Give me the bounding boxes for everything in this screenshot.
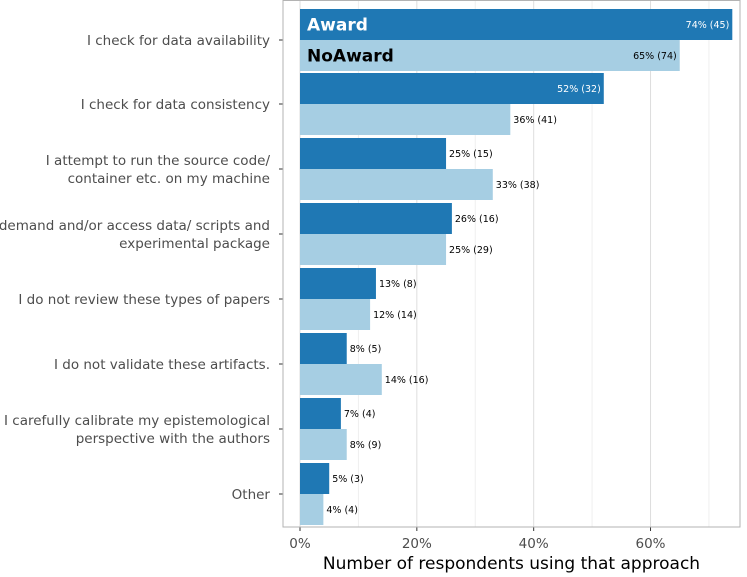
x-tick-label: 0%: [289, 536, 311, 552]
x-tick-label: 40%: [519, 536, 549, 552]
bar-award-4: [300, 268, 376, 299]
x-tick-label: 20%: [402, 536, 432, 552]
data-label-award-7: 5% (3): [332, 474, 364, 485]
category-label-1: I check for data consistency: [81, 97, 270, 113]
category-label-5: I do not validate these artifacts.: [54, 357, 270, 373]
category-label-2: I attempt to run the source code/contain…: [46, 153, 271, 187]
bar-noaward-2: [300, 169, 493, 200]
data-label-noaward-2: 33% (38): [496, 180, 540, 191]
bar-award-6: [300, 398, 341, 429]
bar-noaward-1: [300, 104, 511, 135]
category-label-7: Other: [232, 487, 271, 503]
bar-noaward-7: [300, 494, 324, 525]
data-label-award-2: 25% (15): [449, 149, 493, 160]
bar-noaward-5: [300, 364, 382, 395]
bar-award-5: [300, 333, 347, 364]
bar-noaward-4: [300, 299, 371, 330]
data-label-noaward-5: 14% (16): [385, 375, 429, 386]
data-label-noaward-1: 36% (41): [513, 115, 557, 126]
legend-noaward: NoAward: [307, 47, 394, 67]
x-axis-title: Number of respondents using that approac…: [323, 554, 700, 574]
data-label-noaward-7: 4% (4): [326, 505, 358, 516]
bar-award-3: [300, 203, 452, 234]
bar-noaward-0: [300, 40, 680, 71]
data-label-noaward-3: 25% (29): [449, 245, 493, 256]
bar-noaward-6: [300, 429, 347, 460]
data-label-award-4: 13% (8): [379, 279, 417, 290]
legend-award: Award: [307, 16, 368, 36]
category-label-3: I demand and/or access data/ scripts and…: [0, 218, 270, 252]
bar-award-1: [300, 73, 604, 104]
category-label-0: I check for data availability: [87, 33, 270, 49]
data-label-award-3: 26% (16): [455, 214, 499, 225]
data-label-noaward-0: 65% (74): [633, 51, 677, 62]
plot-panel-border: [282, 0, 741, 528]
x-tick-label: 60%: [636, 536, 666, 552]
data-label-noaward-6: 8% (9): [350, 440, 382, 451]
data-label-award-0: 74% (45): [686, 20, 730, 31]
bar-award-2: [300, 138, 447, 169]
bar-award-0: [300, 9, 733, 40]
bars: [300, 9, 733, 525]
category-label-4: I do not review these types of papers: [18, 292, 270, 308]
category-labels: I check for data availability I check for…: [0, 33, 283, 503]
data-label-award-1: 52% (32): [557, 84, 601, 95]
bar-award-7: [300, 463, 330, 494]
x-axis-ticks: 0% 20% 40% 60%: [289, 527, 666, 552]
data-label-award-6: 7% (4): [344, 409, 376, 420]
data-label-noaward-4: 12% (14): [373, 310, 417, 321]
bar-labels: 74% (45) Award 65% (74) NoAward 52% (32) 36% …: [307, 16, 729, 517]
category-label-6: I carefully calibrate my epistemological…: [4, 413, 270, 447]
bar-noaward-3: [300, 234, 447, 265]
data-label-award-5: 8% (5): [350, 344, 382, 355]
